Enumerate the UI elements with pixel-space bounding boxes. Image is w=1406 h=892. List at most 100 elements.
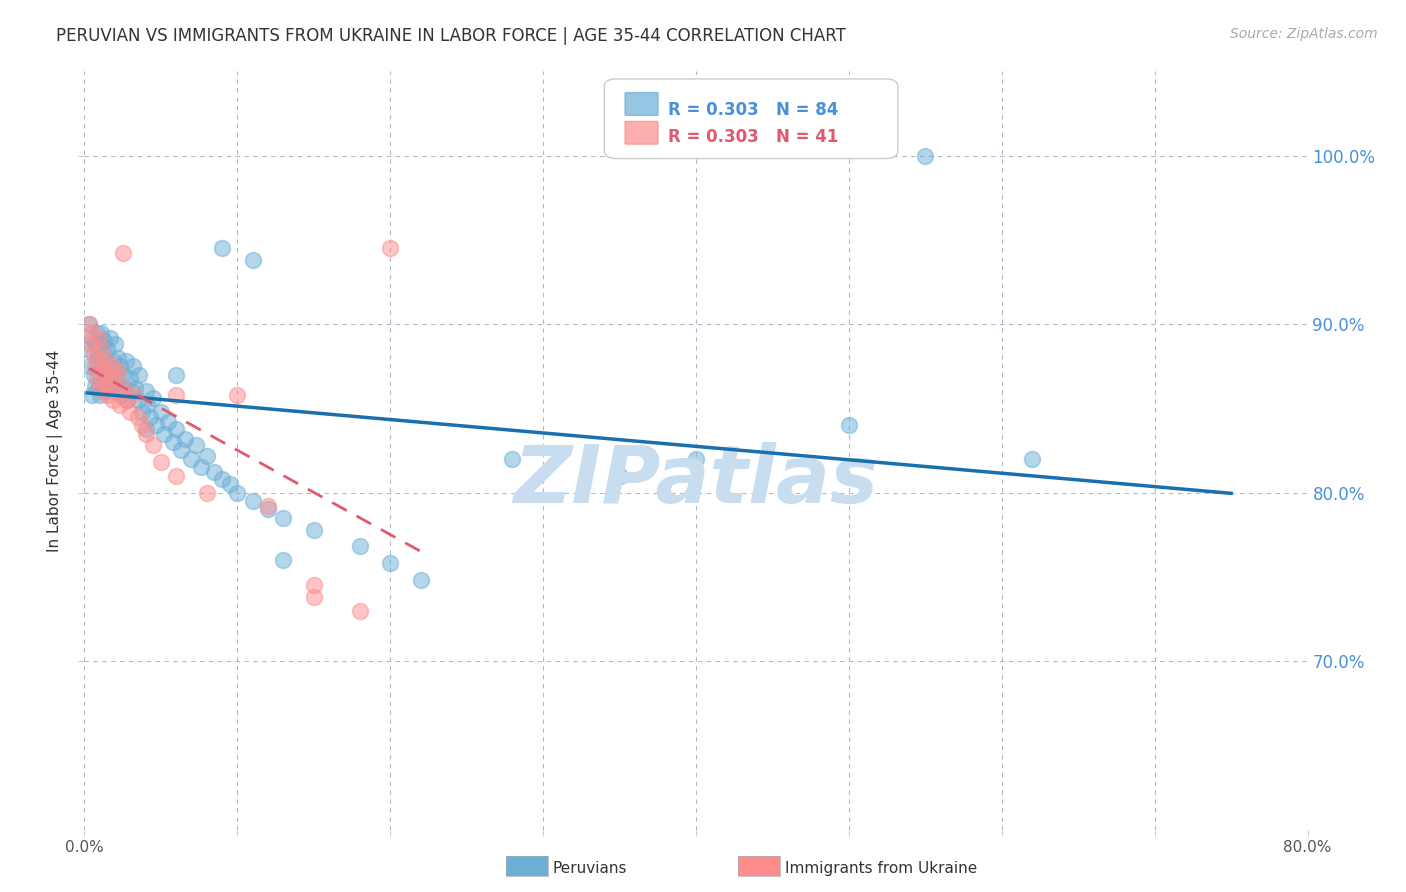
Point	[502, 451, 524, 466]
Point	[349, 603, 371, 617]
Text: R = 0.303   N = 84: R = 0.303 N = 84	[668, 101, 838, 119]
Point	[302, 578, 325, 592]
Point	[94, 354, 117, 368]
Point	[153, 426, 176, 441]
Point	[170, 443, 193, 458]
Point	[89, 388, 111, 402]
Point	[685, 451, 707, 466]
Point	[165, 388, 187, 402]
Point	[98, 381, 121, 395]
Point	[108, 359, 131, 374]
Point	[90, 343, 112, 357]
Point	[91, 347, 114, 361]
Point	[914, 148, 936, 162]
Point	[77, 317, 100, 331]
Point	[107, 351, 129, 365]
Point	[242, 253, 264, 268]
FancyBboxPatch shape	[626, 121, 658, 145]
Point	[83, 368, 105, 382]
Point	[101, 381, 124, 395]
Text: Source: ZipAtlas.com: Source: ZipAtlas.com	[1230, 27, 1378, 41]
Point	[94, 384, 117, 399]
Point	[257, 499, 280, 513]
Point	[380, 241, 402, 255]
Point	[271, 553, 294, 567]
Point	[114, 392, 136, 407]
Point	[87, 347, 110, 361]
Y-axis label: In Labor Force | Age 35-44: In Labor Force | Age 35-44	[46, 350, 63, 551]
Point	[91, 376, 114, 390]
Point	[86, 354, 108, 368]
Point	[79, 337, 101, 351]
Point	[110, 388, 132, 402]
Point	[96, 388, 118, 402]
Point	[93, 364, 115, 378]
Point	[105, 376, 128, 390]
Point	[120, 371, 142, 385]
Point	[101, 359, 124, 374]
Point	[242, 494, 264, 508]
Point	[89, 368, 111, 382]
Point	[97, 359, 120, 374]
Point	[79, 359, 101, 374]
Point	[202, 466, 225, 480]
Point	[112, 381, 135, 395]
Point	[211, 472, 233, 486]
Point	[89, 381, 111, 395]
Point	[145, 418, 167, 433]
Point	[609, 468, 631, 483]
Point	[80, 330, 103, 344]
Point	[89, 354, 111, 368]
Point	[165, 468, 187, 483]
Point	[165, 421, 187, 435]
Point	[77, 317, 100, 331]
Point	[131, 405, 153, 419]
Point	[114, 354, 136, 368]
Point	[76, 343, 98, 357]
Point	[93, 334, 115, 348]
Point	[135, 384, 157, 399]
Point	[127, 409, 149, 424]
Point	[149, 455, 172, 469]
Point	[122, 388, 145, 402]
FancyBboxPatch shape	[626, 93, 658, 115]
Point	[302, 590, 325, 604]
Point	[91, 364, 114, 378]
Point	[149, 405, 172, 419]
Point	[211, 241, 233, 255]
Point	[83, 347, 105, 361]
Point	[89, 337, 111, 351]
Point	[142, 391, 165, 405]
Point	[122, 359, 145, 374]
Point	[80, 388, 103, 402]
Point	[98, 330, 121, 344]
Point	[135, 426, 157, 441]
Point	[103, 354, 125, 368]
Point	[131, 418, 153, 433]
Point	[105, 384, 128, 399]
Point	[218, 477, 240, 491]
Point	[124, 381, 146, 395]
Point	[127, 392, 149, 407]
Point	[108, 398, 131, 412]
Point	[111, 246, 134, 260]
Point	[121, 384, 143, 399]
Point	[195, 485, 218, 500]
Point	[86, 371, 108, 385]
Point	[84, 359, 107, 374]
Point	[84, 379, 107, 393]
Point	[174, 432, 197, 446]
Point	[120, 405, 142, 419]
Point	[135, 421, 157, 435]
Point	[93, 376, 115, 390]
Point	[86, 326, 108, 340]
Text: PERUVIAN VS IMMIGRANTS FROM UKRAINE IN LABOR FORCE | AGE 35-44 CORRELATION CHART: PERUVIAN VS IMMIGRANTS FROM UKRAINE IN L…	[56, 27, 846, 45]
Point	[302, 523, 325, 537]
Point	[136, 398, 159, 412]
Point	[104, 371, 127, 385]
Text: ZIPatlas: ZIPatlas	[513, 442, 879, 520]
Point	[184, 438, 207, 452]
Point	[115, 392, 138, 407]
Point	[165, 368, 187, 382]
Point	[349, 540, 371, 554]
